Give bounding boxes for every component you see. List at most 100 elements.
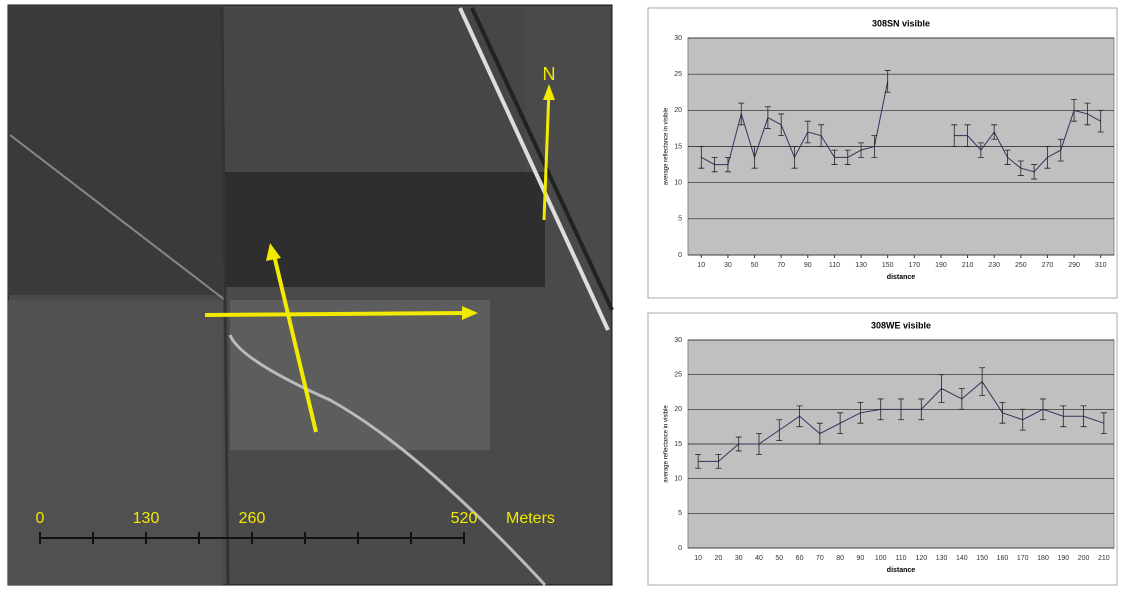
y-axis-label: average reflectance in visible [664, 405, 670, 483]
field [8, 5, 223, 295]
error-bar [715, 454, 722, 469]
error-bar [938, 374, 945, 403]
x-tick-label: 150 [976, 555, 988, 562]
error-bar [751, 146, 758, 169]
x-tick-label: 250 [1015, 262, 1027, 269]
error-bar [991, 124, 998, 140]
x-tick-label: 270 [1042, 262, 1054, 269]
error-bar [979, 367, 986, 396]
north-label: N [543, 64, 556, 84]
x-tick-label: 210 [962, 262, 974, 269]
error-bar [695, 454, 702, 469]
error-bar [871, 135, 878, 158]
scale-unit: Meters [506, 510, 555, 527]
error-bar [791, 146, 798, 169]
y-axis-label: average reflectance in visible [664, 107, 670, 185]
error-bar [857, 402, 864, 424]
error-bar [844, 149, 851, 165]
x-axis-label: distance [887, 274, 916, 281]
aerial-image: N 0 130 260 520 Meters [7, 4, 614, 587]
error-bar [1031, 164, 1038, 180]
x-tick-label: 10 [694, 555, 702, 562]
bright-field [230, 300, 490, 450]
y-tick-label: 15 [674, 143, 682, 150]
x-tick-label: 90 [857, 555, 865, 562]
x-tick-label: 110 [895, 555, 906, 562]
error-bar [738, 102, 745, 126]
error-bar [756, 433, 762, 455]
x-tick-label: 140 [956, 555, 968, 562]
error-bar [796, 405, 803, 428]
error-bar [804, 120, 811, 144]
scale-label: 130 [133, 510, 160, 527]
x-tick-label: 310 [1095, 262, 1107, 269]
x-tick-label: 170 [908, 262, 920, 269]
x-tick-label: 180 [1037, 555, 1049, 562]
error-bar [1097, 109, 1104, 133]
error-bar [1100, 412, 1107, 434]
error-bar [1080, 405, 1087, 428]
error-bar [977, 142, 984, 158]
y-tick-label: 20 [674, 406, 682, 413]
error-bar [1057, 138, 1064, 162]
x-tick-label: 200 [1078, 555, 1090, 562]
error-bar [877, 398, 884, 421]
y-tick-label: 5 [678, 216, 682, 223]
x-tick-label: 30 [724, 262, 732, 269]
scale-label: 0 [36, 510, 45, 527]
error-bar [1004, 149, 1011, 165]
error-bar [1019, 408, 1026, 431]
error-bar [764, 106, 771, 129]
error-bar [858, 142, 865, 158]
x-tick-label: 120 [915, 555, 927, 562]
x-tick-label: 90 [804, 262, 812, 269]
arrow [204, 311, 469, 317]
x-tick-label: 80 [836, 555, 844, 562]
x-tick-label: 190 [935, 262, 947, 269]
x-tick-label: 30 [735, 555, 743, 562]
error-bar [776, 419, 783, 441]
scale-label: 260 [239, 510, 266, 527]
error-bar [831, 149, 838, 165]
x-tick-label: 50 [775, 555, 783, 562]
x-tick-label: 130 [936, 555, 948, 562]
error-bar [999, 402, 1006, 424]
error-bar [1060, 405, 1067, 428]
error-bar [724, 156, 731, 173]
path [220, 7, 230, 586]
x-tick-label: 70 [777, 262, 785, 269]
x-tick-label: 190 [1057, 555, 1069, 562]
y-tick-label: 5 [678, 510, 682, 517]
chart-title: 308WE visible [871, 320, 931, 330]
arrow [272, 254, 318, 433]
y-tick-label: 20 [674, 107, 682, 114]
north-arrow [542, 89, 551, 221]
road [458, 7, 610, 331]
x-tick-label: 20 [715, 555, 723, 562]
y-tick-label: 25 [674, 71, 682, 78]
x-tick-label: 230 [988, 262, 1000, 269]
arrowhead [266, 243, 281, 261]
path [228, 334, 547, 587]
x-tick-label: 70 [816, 555, 824, 562]
field [225, 8, 525, 173]
road [470, 7, 614, 311]
error-bar [818, 124, 825, 147]
y-tick-label: 10 [674, 180, 682, 187]
arrowhead [462, 306, 478, 320]
y-tick-label: 25 [674, 372, 682, 379]
error-bar [1040, 398, 1046, 421]
error-bar [837, 412, 844, 434]
x-tick-label: 290 [1068, 262, 1080, 269]
error-bar [918, 398, 925, 421]
error-bar [778, 113, 785, 137]
error-bar [698, 146, 705, 169]
error-bar [958, 388, 965, 410]
orchard [225, 172, 545, 287]
x-tick-label: 170 [1017, 555, 1029, 562]
error-bar [816, 422, 823, 445]
x-tick-label: 130 [855, 262, 867, 269]
chart-title: 308SN visible [872, 18, 930, 28]
error-bar [964, 124, 971, 147]
